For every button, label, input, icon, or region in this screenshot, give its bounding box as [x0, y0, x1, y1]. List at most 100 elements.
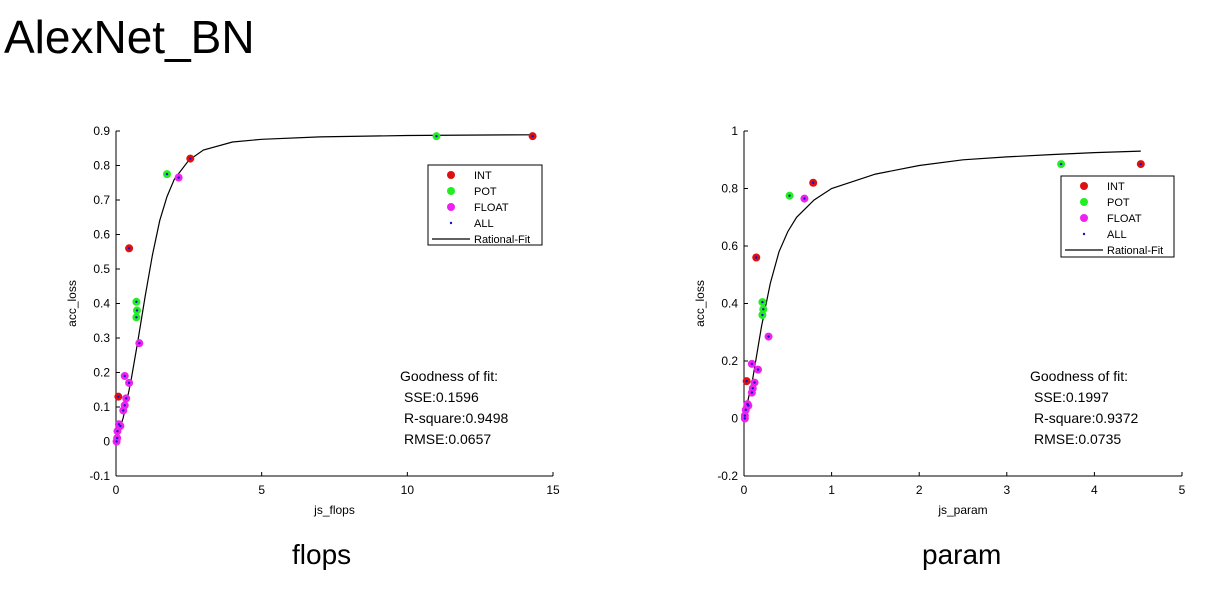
- all-point: [177, 176, 180, 179]
- all-point: [122, 409, 125, 412]
- legend-int-marker: [1080, 182, 1088, 190]
- all-point: [115, 440, 118, 443]
- x-tick-label: 4: [1091, 483, 1098, 497]
- y-tick-label: 0.2: [93, 366, 110, 380]
- all-point: [761, 300, 764, 304]
- all-point: [743, 417, 747, 420]
- all-point: [767, 335, 770, 338]
- legend-float-marker: [1080, 214, 1088, 222]
- all-point: [750, 362, 754, 366]
- goodness-rsquare: R-square:0.9372: [1034, 410, 1139, 426]
- legend-label: INT: [474, 170, 492, 182]
- legend-box: [1060, 175, 1175, 258]
- y-tick-label: 0.7: [93, 193, 110, 207]
- y-tick-label: 0.4: [93, 297, 110, 311]
- y-tick-label: 0: [103, 435, 110, 449]
- all-point: [123, 404, 126, 407]
- all-point: [115, 436, 119, 440]
- legend-label: INT: [1107, 181, 1125, 193]
- x-tick-label: 3: [1003, 483, 1010, 497]
- all-point: [812, 181, 815, 184]
- goodness-sse: SSE:0.1596: [404, 389, 479, 405]
- legend-pot-marker: [1080, 198, 1088, 206]
- legend-int-marker: [447, 171, 455, 179]
- legend-pot-marker: [447, 187, 455, 195]
- all-point: [135, 300, 138, 303]
- caption-flops: flops: [292, 539, 352, 570]
- legend-label: FLOAT: [474, 202, 509, 214]
- x-tick-label: 1: [828, 483, 835, 497]
- all-point: [756, 368, 760, 371]
- all-point: [117, 395, 120, 398]
- y-tick-label: 1: [731, 124, 738, 138]
- chart-flops: 0 5 10 15-0.100.10.20.30.40.50.60.70.80.9js…: [65, 124, 560, 517]
- goodness-title: Goodness of fit:: [400, 368, 498, 384]
- all-point: [1139, 162, 1143, 166]
- chart-param: 0 1 2 3 4 5-0.200.20.40.60.81js_paramacc_loss…: [693, 124, 1186, 517]
- y-tick-label: 0: [731, 412, 738, 426]
- all-point: [1059, 162, 1063, 166]
- legend-float-marker: [447, 203, 455, 211]
- goodness-rmse: RMSE:0.0657: [404, 431, 491, 447]
- goodness-title: Goodness of fit:: [1030, 368, 1128, 384]
- all-point: [745, 379, 748, 383]
- all-point: [803, 197, 806, 200]
- legend-label: ALL: [1107, 229, 1127, 241]
- x-axis-label: js_param: [937, 503, 987, 517]
- y-tick-label: 0.2: [721, 354, 738, 368]
- all-point: [755, 256, 758, 259]
- goodness-rmse: RMSE:0.0735: [1034, 431, 1121, 447]
- y-tick-label: 0.6: [721, 239, 738, 253]
- all-point: [762, 308, 765, 311]
- all-point: [750, 391, 754, 394]
- legend-all-marker: [1082, 232, 1086, 236]
- all-point: [189, 157, 192, 160]
- all-point: [127, 247, 131, 250]
- y-tick-label: 0.5: [93, 262, 110, 276]
- x-tick-label: 5: [1179, 483, 1186, 497]
- x-tick-label: 5: [258, 483, 265, 497]
- all-point: [116, 429, 119, 433]
- all-point: [761, 313, 764, 317]
- x-tick-label: 0: [113, 483, 120, 497]
- legend-label: ALL: [474, 218, 494, 230]
- x-tick-label: 2: [916, 483, 923, 497]
- y-tick-label: 0.1: [93, 400, 110, 414]
- x-tick-label: 0: [741, 483, 748, 497]
- y-tick-label: 0.9: [93, 124, 110, 138]
- all-point: [435, 134, 438, 138]
- goodness-sse: SSE:0.1997: [1034, 389, 1109, 405]
- legend-all-marker: [449, 221, 453, 225]
- all-point: [138, 341, 141, 345]
- all-point: [751, 387, 754, 390]
- y-tick-label: 0.8: [721, 182, 738, 196]
- legend-label: POT: [1107, 197, 1130, 209]
- y-tick-label: -0.1: [89, 469, 110, 483]
- all-point: [747, 404, 750, 407]
- all-point: [127, 381, 131, 385]
- page-title: AlexNet_BN: [4, 11, 255, 63]
- all-point: [743, 414, 747, 417]
- all-point: [124, 397, 128, 400]
- legend-label: Rational-Fit: [474, 234, 530, 246]
- legend-label: Rational-Fit: [1107, 245, 1163, 257]
- all-point: [788, 194, 791, 197]
- all-point: [135, 316, 138, 319]
- x-tick-label: 10: [401, 483, 415, 497]
- all-point: [117, 423, 121, 426]
- y-tick-label: 0.6: [93, 228, 110, 242]
- all-point: [753, 381, 756, 384]
- all-point: [531, 134, 534, 138]
- all-point: [123, 374, 126, 378]
- legend-box: [427, 164, 543, 246]
- legend-label: FLOAT: [1107, 213, 1142, 225]
- caption-param: param: [922, 539, 1002, 570]
- all-point: [135, 309, 139, 312]
- y-axis-label: acc_loss: [693, 280, 707, 327]
- all-point: [119, 424, 122, 428]
- rational-fit-curve: [115, 134, 533, 442]
- legend-label: POT: [474, 186, 497, 198]
- goodness-rsquare: R-square:0.9498: [404, 410, 509, 426]
- y-tick-label: 0.8: [93, 159, 110, 173]
